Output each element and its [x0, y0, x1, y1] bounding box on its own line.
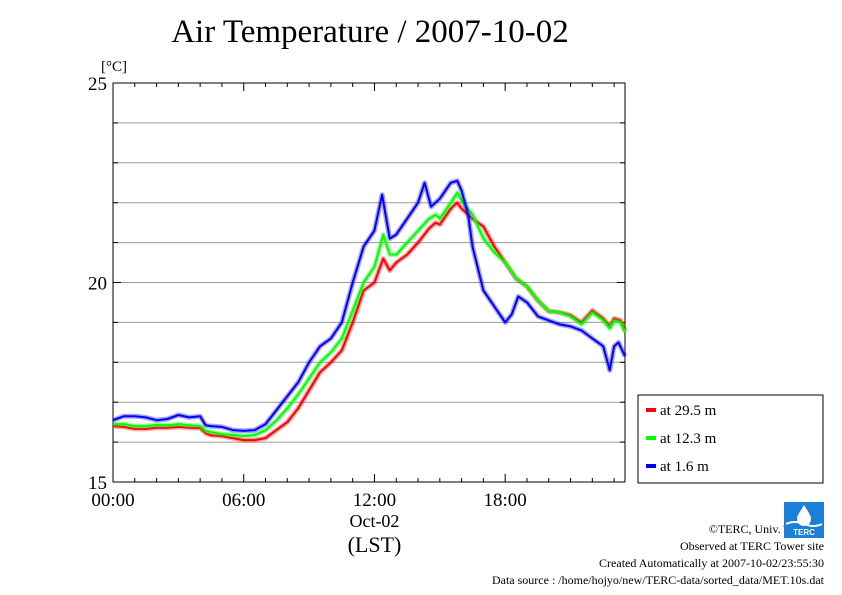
x-tick-label: 06:00	[222, 490, 265, 511]
footer-created: Created Automatically at 2007-10-02/23:5…	[599, 556, 824, 570]
x-tick-label: 12:00	[353, 490, 396, 511]
logo-text: TERC	[793, 528, 815, 537]
chart-title: Air Temperature / 2007-10-02	[171, 14, 569, 50]
y-tick-label: 15	[88, 473, 107, 494]
y-tick-label: 20	[88, 274, 107, 295]
legend-label: at 1.6 m	[660, 459, 709, 475]
series-line	[112, 179, 626, 432]
terc-logo-icon: TERC	[784, 502, 824, 538]
series-line	[113, 191, 626, 438]
footer-observed: Observed at TERC Tower site	[679, 539, 824, 553]
legend-box	[637, 394, 824, 484]
footer-source: Data source : /home/hojyo/new/TERC-data/…	[491, 573, 824, 587]
y-tick-label: 25	[88, 74, 107, 95]
legend-label: at 29.5 m	[660, 403, 717, 419]
x-axis-label: (LST)	[348, 532, 402, 557]
x-date-label: Oct-02	[349, 511, 399, 531]
x-tick-label: 00:00	[91, 490, 134, 511]
series-line-halo	[113, 190, 628, 439]
series-line-halo	[112, 178, 628, 434]
y-axis-label: [°C]	[101, 59, 127, 75]
x-tick-label: 18:00	[484, 490, 527, 511]
legend-label: at 12.3 m	[660, 431, 717, 447]
